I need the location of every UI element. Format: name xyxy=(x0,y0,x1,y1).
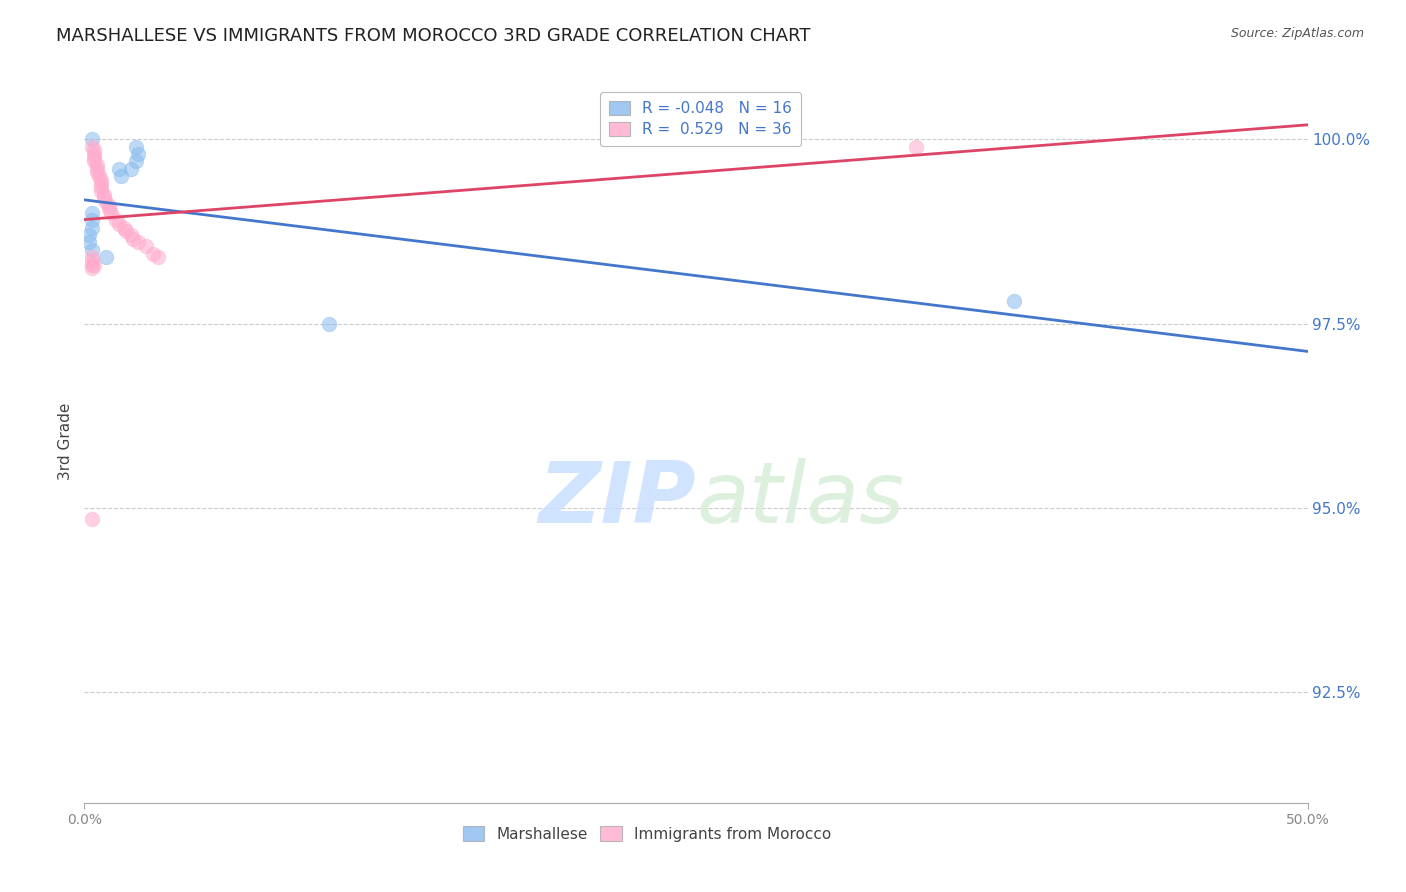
Point xyxy=(97,199,120,213)
Point xyxy=(146,250,169,264)
Point xyxy=(83,144,105,158)
Point xyxy=(90,180,112,194)
Point xyxy=(77,235,100,250)
Point xyxy=(112,220,135,235)
Point xyxy=(105,213,128,227)
Point xyxy=(80,220,103,235)
Point xyxy=(125,154,148,169)
Point xyxy=(80,258,103,272)
Point xyxy=(86,165,108,179)
Point xyxy=(80,213,103,227)
Point xyxy=(77,228,100,243)
Point xyxy=(83,151,105,165)
Point xyxy=(80,139,103,153)
Legend: Marshallese, Immigrants from Morocco: Marshallese, Immigrants from Morocco xyxy=(456,819,839,849)
Text: ZIP: ZIP xyxy=(538,458,696,541)
Point xyxy=(122,232,145,246)
Point xyxy=(96,194,118,209)
Point xyxy=(80,206,103,220)
Point xyxy=(80,132,103,146)
Point xyxy=(93,187,115,202)
Text: Source: ZipAtlas.com: Source: ZipAtlas.com xyxy=(1230,27,1364,40)
Point xyxy=(80,253,103,268)
Point xyxy=(100,206,122,220)
Point xyxy=(107,161,129,176)
Point xyxy=(127,147,149,161)
Point xyxy=(86,158,108,172)
Point xyxy=(107,217,129,231)
Point xyxy=(142,246,165,260)
Point xyxy=(86,161,108,176)
Point xyxy=(1002,294,1025,309)
Point xyxy=(80,243,103,257)
Point xyxy=(120,161,142,176)
Point xyxy=(87,169,110,183)
Point xyxy=(97,202,120,217)
Point xyxy=(80,261,103,276)
Point xyxy=(83,154,105,169)
Point xyxy=(120,228,142,243)
Point xyxy=(318,317,340,331)
Point xyxy=(96,250,118,264)
Point xyxy=(135,239,157,253)
Point xyxy=(127,235,149,250)
Point xyxy=(83,258,105,272)
Point xyxy=(115,224,138,238)
Point xyxy=(83,147,105,161)
Point xyxy=(90,184,112,198)
Point xyxy=(90,177,112,191)
Point xyxy=(93,191,115,205)
Point xyxy=(80,512,103,526)
Y-axis label: 3rd Grade: 3rd Grade xyxy=(58,403,73,480)
Point xyxy=(90,173,112,187)
Text: MARSHALLESE VS IMMIGRANTS FROM MOROCCO 3RD GRADE CORRELATION CHART: MARSHALLESE VS IMMIGRANTS FROM MOROCCO 3… xyxy=(56,27,811,45)
Point xyxy=(80,250,103,264)
Point xyxy=(125,139,148,153)
Point xyxy=(110,169,132,183)
Text: atlas: atlas xyxy=(696,458,904,541)
Point xyxy=(905,139,928,153)
